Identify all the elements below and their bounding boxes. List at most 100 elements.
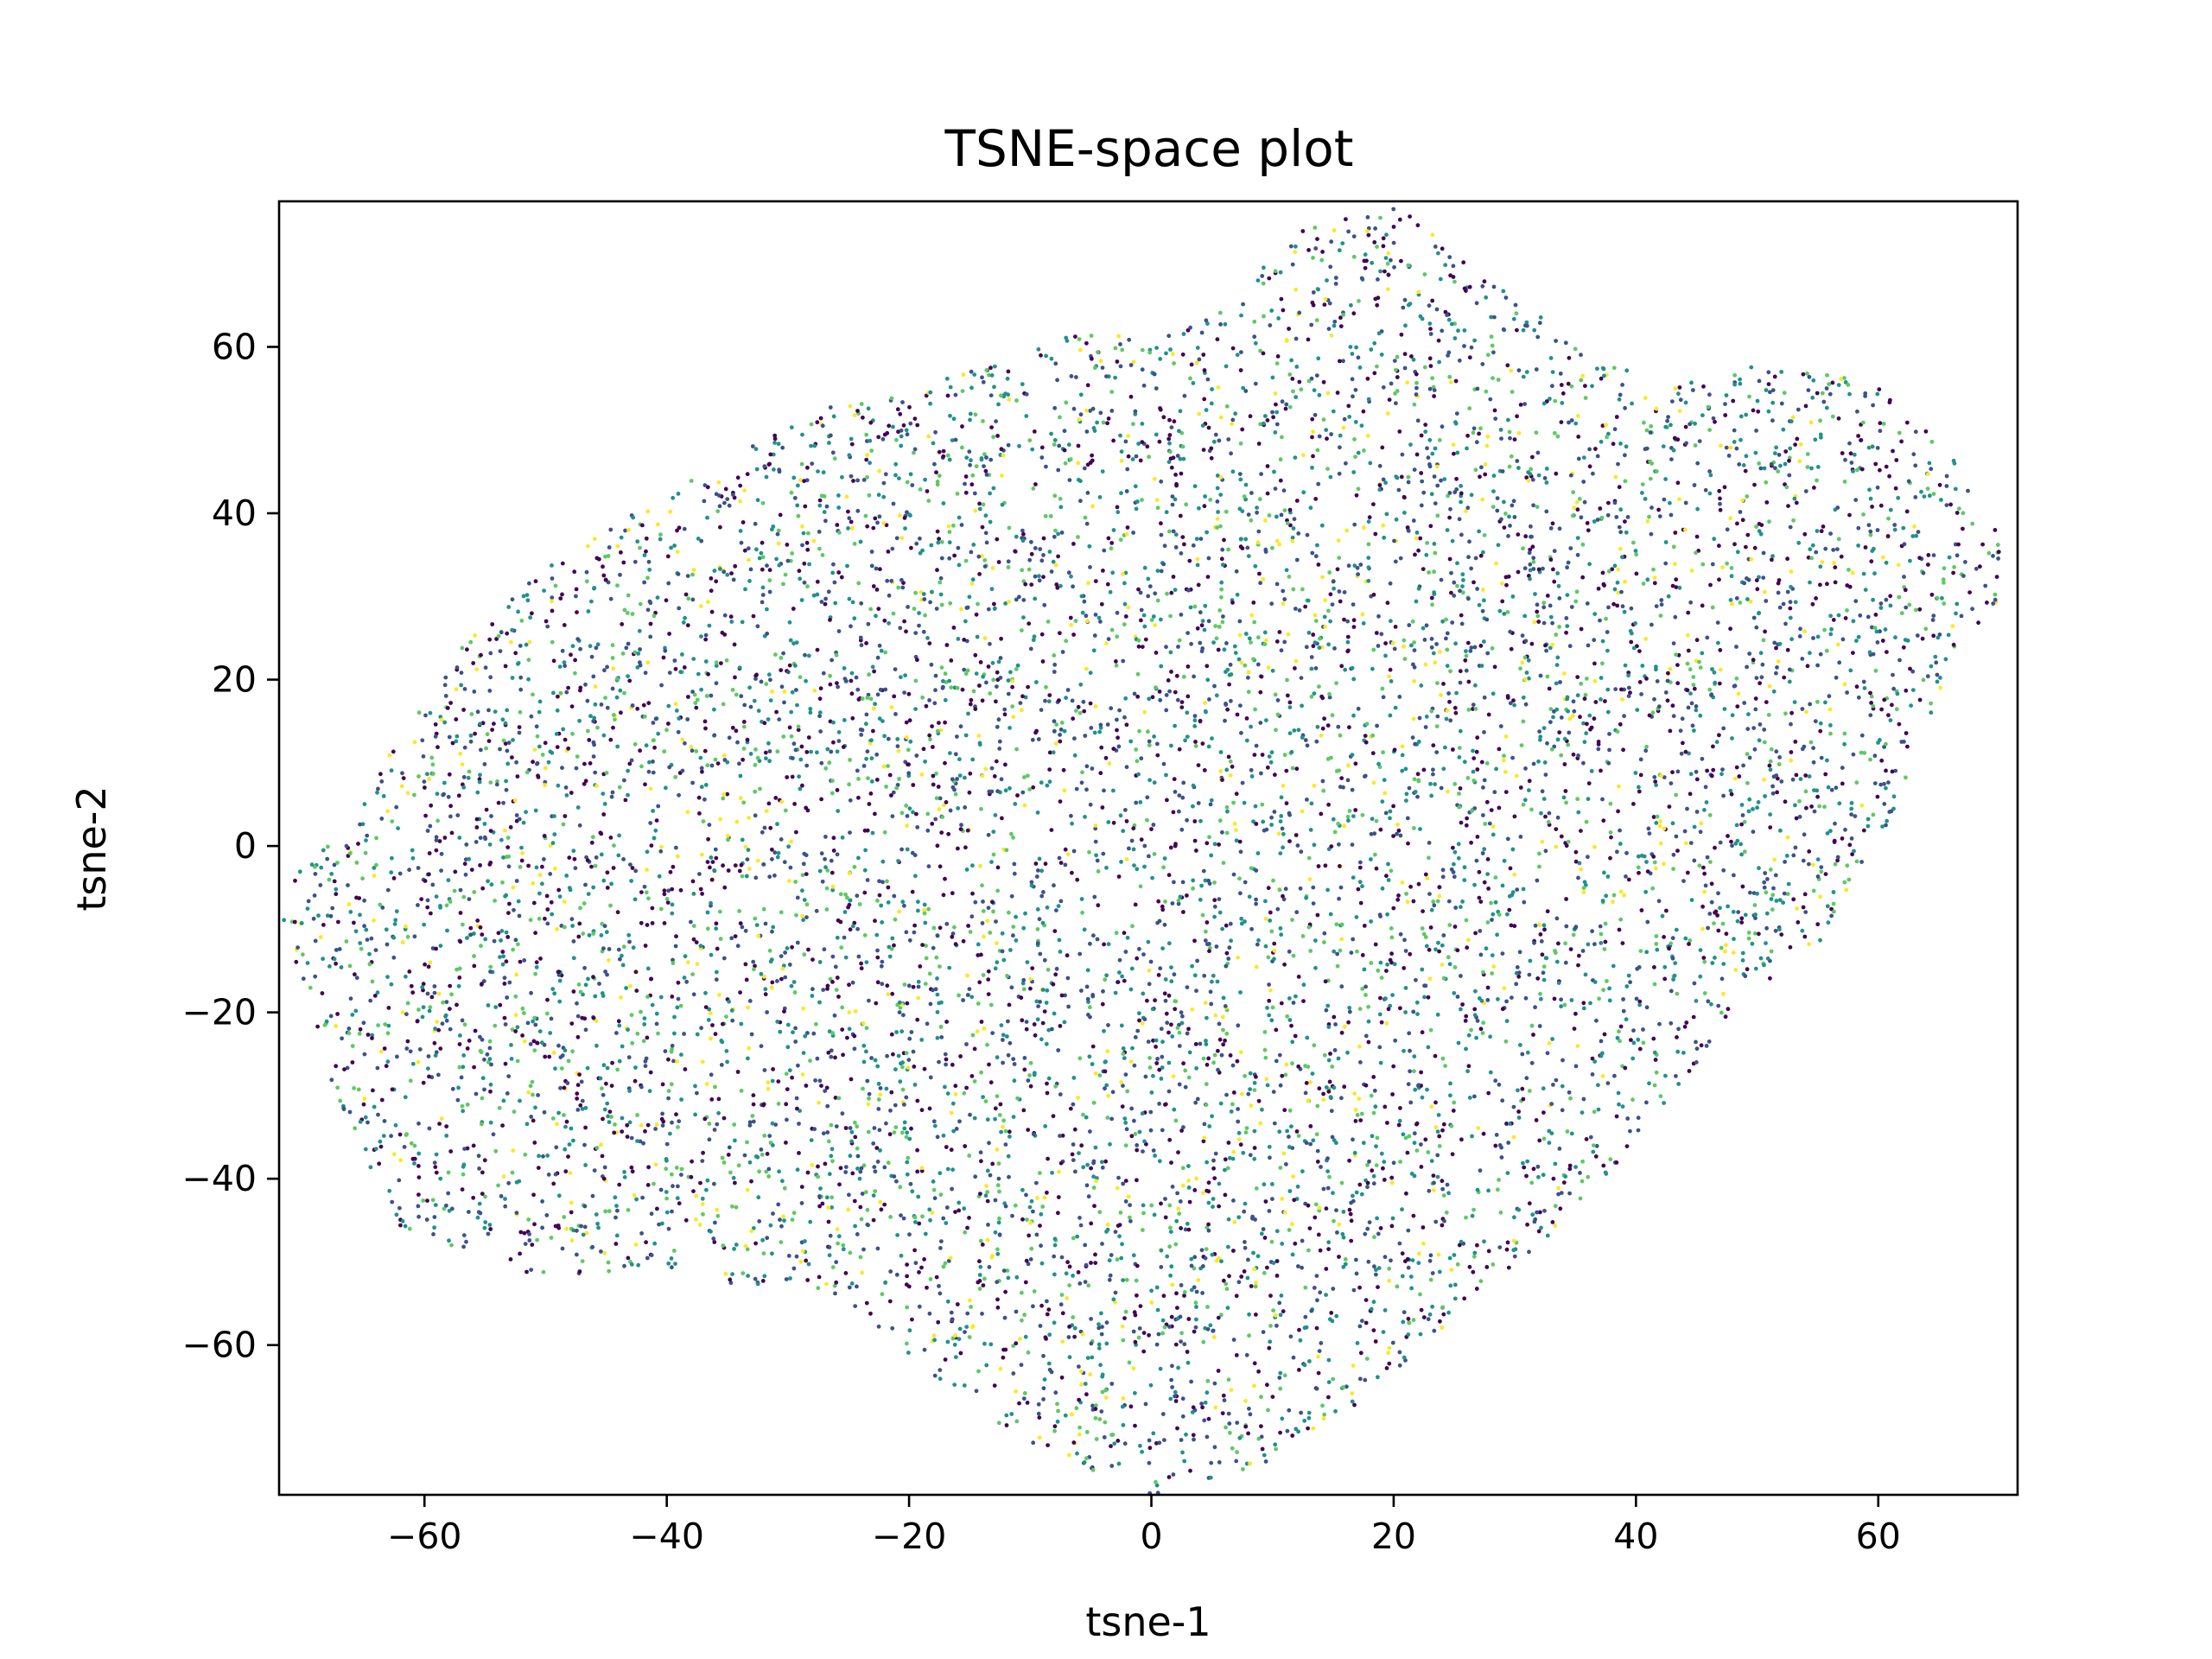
data-point (1189, 1287, 1194, 1293)
data-point (1352, 1150, 1357, 1155)
data-point (1587, 464, 1592, 469)
data-point (461, 785, 467, 790)
data-point (1385, 912, 1389, 917)
data-point (1728, 445, 1733, 450)
data-point (995, 537, 1000, 542)
data-point (1243, 389, 1249, 393)
data-point (385, 1059, 391, 1064)
data-point (760, 540, 765, 545)
data-point (928, 737, 932, 742)
data-point (1236, 1137, 1242, 1141)
data-point (1555, 655, 1560, 660)
data-point (1586, 942, 1591, 947)
data-point (1875, 485, 1880, 490)
data-point (1006, 678, 1011, 683)
data-point (1203, 494, 1207, 499)
data-point (1202, 1418, 1207, 1423)
data-point (660, 1221, 664, 1226)
data-point (1690, 723, 1695, 728)
data-point (446, 794, 451, 799)
data-point (656, 1031, 660, 1036)
data-point (1856, 695, 1861, 700)
data-point (1409, 643, 1414, 648)
data-point (1262, 630, 1268, 635)
data-point (538, 957, 543, 961)
data-point (826, 1139, 831, 1144)
data-point (935, 1135, 940, 1140)
data-point (1129, 1106, 1135, 1111)
data-point (540, 1199, 544, 1204)
data-point (1272, 1121, 1277, 1126)
data-point (1347, 1158, 1351, 1163)
data-point (1406, 1082, 1411, 1087)
data-point (1460, 584, 1465, 588)
data-point (693, 1112, 697, 1117)
data-point (1162, 856, 1167, 861)
data-point (1970, 607, 1975, 612)
data-point (526, 658, 531, 663)
data-point (1644, 860, 1649, 864)
data-point (848, 927, 853, 932)
data-point (1243, 1240, 1247, 1244)
data-point (818, 729, 823, 734)
data-point (1270, 545, 1274, 550)
data-point (864, 1300, 869, 1306)
data-point (516, 661, 520, 666)
data-point (645, 509, 651, 514)
data-point (705, 515, 709, 520)
data-point (1419, 1165, 1424, 1169)
data-point (1548, 645, 1553, 651)
data-point (533, 971, 537, 976)
data-point (312, 864, 317, 869)
data-point (1467, 355, 1472, 360)
data-point (1039, 455, 1045, 460)
data-point (1452, 279, 1457, 284)
data-point (1027, 1233, 1032, 1238)
data-point (1201, 1264, 1205, 1268)
data-point (1929, 439, 1935, 444)
data-point (1093, 826, 1098, 831)
data-point (1536, 759, 1541, 764)
data-point (1091, 933, 1096, 938)
data-point (1192, 938, 1197, 944)
data-point (979, 952, 983, 957)
data-point (1628, 980, 1632, 985)
data-point (723, 486, 728, 492)
data-point (1228, 1155, 1232, 1160)
data-point (1741, 463, 1746, 467)
data-point (1154, 1483, 1160, 1488)
data-point (334, 1024, 339, 1028)
data-point (1691, 675, 1696, 679)
data-point (1140, 498, 1144, 502)
data-point (798, 478, 803, 482)
data-point (1326, 1357, 1332, 1363)
data-point (499, 938, 503, 943)
data-point (294, 959, 299, 964)
data-point (1217, 1255, 1221, 1261)
data-point (1132, 1063, 1137, 1068)
data-point (1437, 949, 1441, 954)
data-point (649, 1211, 654, 1217)
data-point (764, 474, 769, 480)
data-point (1386, 1351, 1391, 1356)
data-point (358, 1119, 363, 1124)
data-point (1489, 315, 1493, 320)
data-point (963, 558, 969, 563)
data-point (575, 1252, 579, 1257)
data-point (1574, 589, 1580, 594)
data-point (817, 1000, 822, 1005)
data-point (1140, 367, 1145, 372)
data-point (1105, 421, 1109, 426)
data-point (410, 855, 416, 861)
data-point (914, 811, 918, 817)
data-point (696, 537, 701, 541)
data-point (1141, 991, 1146, 996)
data-point (1115, 1257, 1120, 1262)
data-point (1469, 566, 1473, 571)
data-point (726, 837, 730, 842)
data-point (386, 1023, 391, 1028)
data-point (1738, 510, 1743, 514)
data-point (561, 727, 566, 732)
data-point (935, 843, 940, 849)
data-point (1273, 269, 1278, 274)
